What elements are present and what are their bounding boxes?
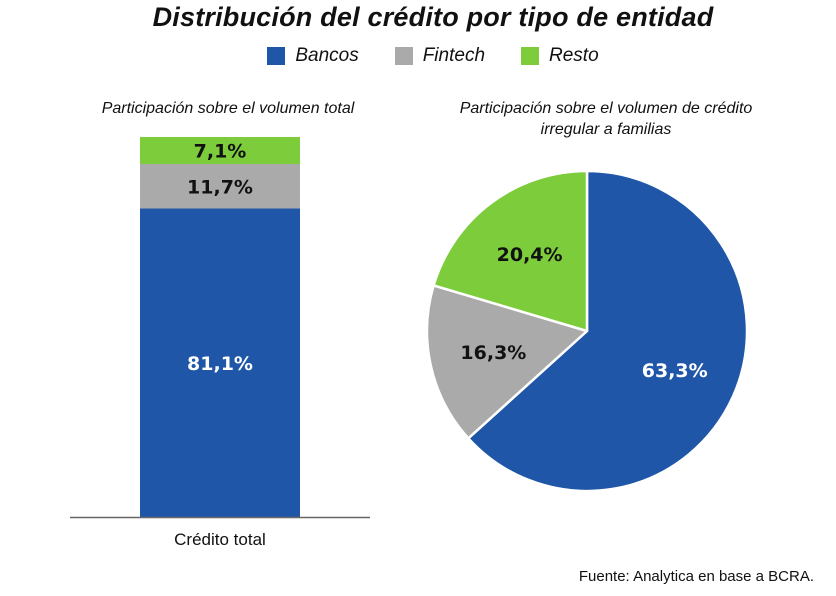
legend-item-fintech: Fintech [394,45,486,67]
bar-category-label: Crédito total [174,530,266,549]
pie-label-bancos: 63,3% [642,360,708,382]
legend-swatch-resto [521,47,540,65]
bar-chart-subtitle: Participación sobre el volumen total [101,100,355,117]
pie-slice-bancos [467,169,749,493]
legend-swatch-bancos [267,47,286,65]
source-note: Fuente: Analytica en base a BCRA. [578,568,814,585]
bar-segment-resto [140,137,300,165]
bar-segment-bancos [140,208,300,517]
legend-label-bancos: Bancos [295,45,359,66]
legend-label-fintech: Fintech [422,45,486,66]
bar-label-bancos: 81,1% [187,353,253,375]
pie-slice-resto [432,169,589,333]
pie-label-fintech: 16,3% [460,342,526,364]
bar-label-fintech: 11,7% [187,176,253,198]
legend: Bancos Fintech Resto [0,45,836,67]
bar-label-resto: 7,1% [194,141,247,163]
pie-chart-subtitle: Participación sobre el volumen de crédit… [459,100,753,138]
legend-item-resto: Resto [521,45,599,67]
legend-label-resto: Resto [549,45,599,66]
chart-title: Distribución del crédito por tipo de ent… [152,2,714,32]
legend-item-bancos: Bancos [267,45,359,67]
pie-label-resto: 20,4% [497,244,563,266]
bar-segment-fintech [140,164,300,209]
legend-swatch-fintech [394,47,413,65]
pie-slice-fintech [425,284,589,440]
